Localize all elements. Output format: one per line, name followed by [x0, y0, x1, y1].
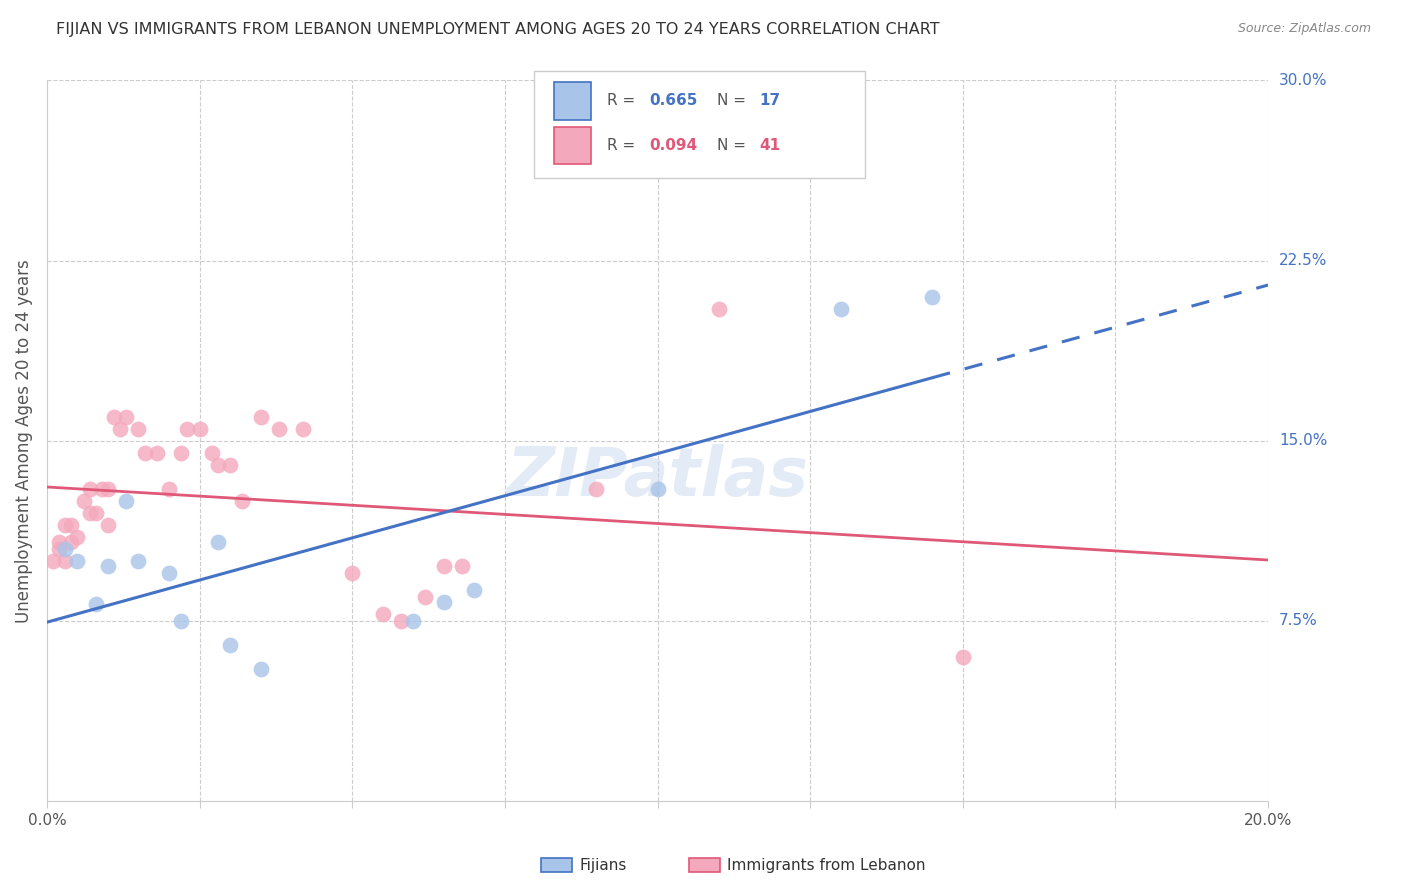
Point	[451, 558, 474, 573]
Point	[66, 530, 89, 544]
Point	[267, 422, 290, 436]
Point	[219, 458, 242, 472]
Point	[402, 614, 425, 628]
Text: ZIPatlas: ZIPatlas	[506, 444, 808, 510]
Point	[127, 554, 149, 568]
Text: 0.665: 0.665	[650, 94, 697, 108]
Text: 7.5%: 7.5%	[1279, 614, 1317, 629]
Y-axis label: Unemployment Among Ages 20 to 24 years: Unemployment Among Ages 20 to 24 years	[15, 259, 32, 623]
Point	[48, 541, 70, 556]
Text: 17: 17	[759, 94, 780, 108]
Point	[249, 409, 271, 424]
Point	[48, 534, 70, 549]
Point	[53, 517, 76, 532]
Text: N =: N =	[717, 138, 751, 153]
Point	[647, 482, 669, 496]
Point	[389, 614, 412, 628]
Point	[42, 554, 65, 568]
Text: Source: ZipAtlas.com: Source: ZipAtlas.com	[1237, 22, 1371, 36]
Point	[463, 582, 485, 597]
Point	[115, 409, 138, 424]
Point	[371, 607, 394, 621]
Point	[97, 482, 120, 496]
Text: 0.094: 0.094	[650, 138, 697, 153]
Text: R =: R =	[607, 138, 641, 153]
Point	[53, 554, 76, 568]
Point	[84, 597, 107, 611]
Point	[134, 446, 156, 460]
Point	[108, 422, 131, 436]
Point	[176, 422, 198, 436]
Point	[207, 458, 229, 472]
Point	[97, 558, 120, 573]
Point	[219, 638, 242, 652]
Point	[921, 290, 943, 304]
Point	[952, 650, 974, 665]
Text: Immigrants from Lebanon: Immigrants from Lebanon	[727, 858, 925, 872]
Text: R =: R =	[607, 94, 641, 108]
Point	[115, 494, 138, 508]
Text: N =: N =	[717, 94, 751, 108]
Point	[66, 554, 89, 568]
Point	[830, 301, 852, 316]
Point	[340, 566, 363, 580]
Text: 30.0%: 30.0%	[1279, 73, 1327, 88]
Point	[231, 494, 253, 508]
Point	[201, 446, 224, 460]
Point	[157, 482, 180, 496]
Text: 22.5%: 22.5%	[1279, 253, 1327, 268]
Point	[103, 409, 125, 424]
Point	[90, 482, 112, 496]
Point	[146, 446, 169, 460]
Point	[84, 506, 107, 520]
Point	[157, 566, 180, 580]
Point	[188, 422, 211, 436]
Point	[170, 614, 193, 628]
Point	[60, 517, 83, 532]
Point	[207, 534, 229, 549]
Point	[585, 482, 607, 496]
Text: Fijians: Fijians	[579, 858, 627, 872]
Point	[292, 422, 315, 436]
Point	[170, 446, 193, 460]
Point	[79, 482, 101, 496]
Point	[433, 558, 456, 573]
Point	[249, 662, 271, 676]
Point	[60, 534, 83, 549]
Point	[707, 301, 730, 316]
Point	[415, 590, 437, 604]
Text: 15.0%: 15.0%	[1279, 434, 1327, 449]
Point	[97, 517, 120, 532]
Point	[433, 595, 456, 609]
Point	[53, 541, 76, 556]
Text: FIJIAN VS IMMIGRANTS FROM LEBANON UNEMPLOYMENT AMONG AGES 20 TO 24 YEARS CORRELA: FIJIAN VS IMMIGRANTS FROM LEBANON UNEMPL…	[56, 22, 939, 37]
Text: 41: 41	[759, 138, 780, 153]
Point	[79, 506, 101, 520]
Point	[127, 422, 149, 436]
Point	[72, 494, 94, 508]
